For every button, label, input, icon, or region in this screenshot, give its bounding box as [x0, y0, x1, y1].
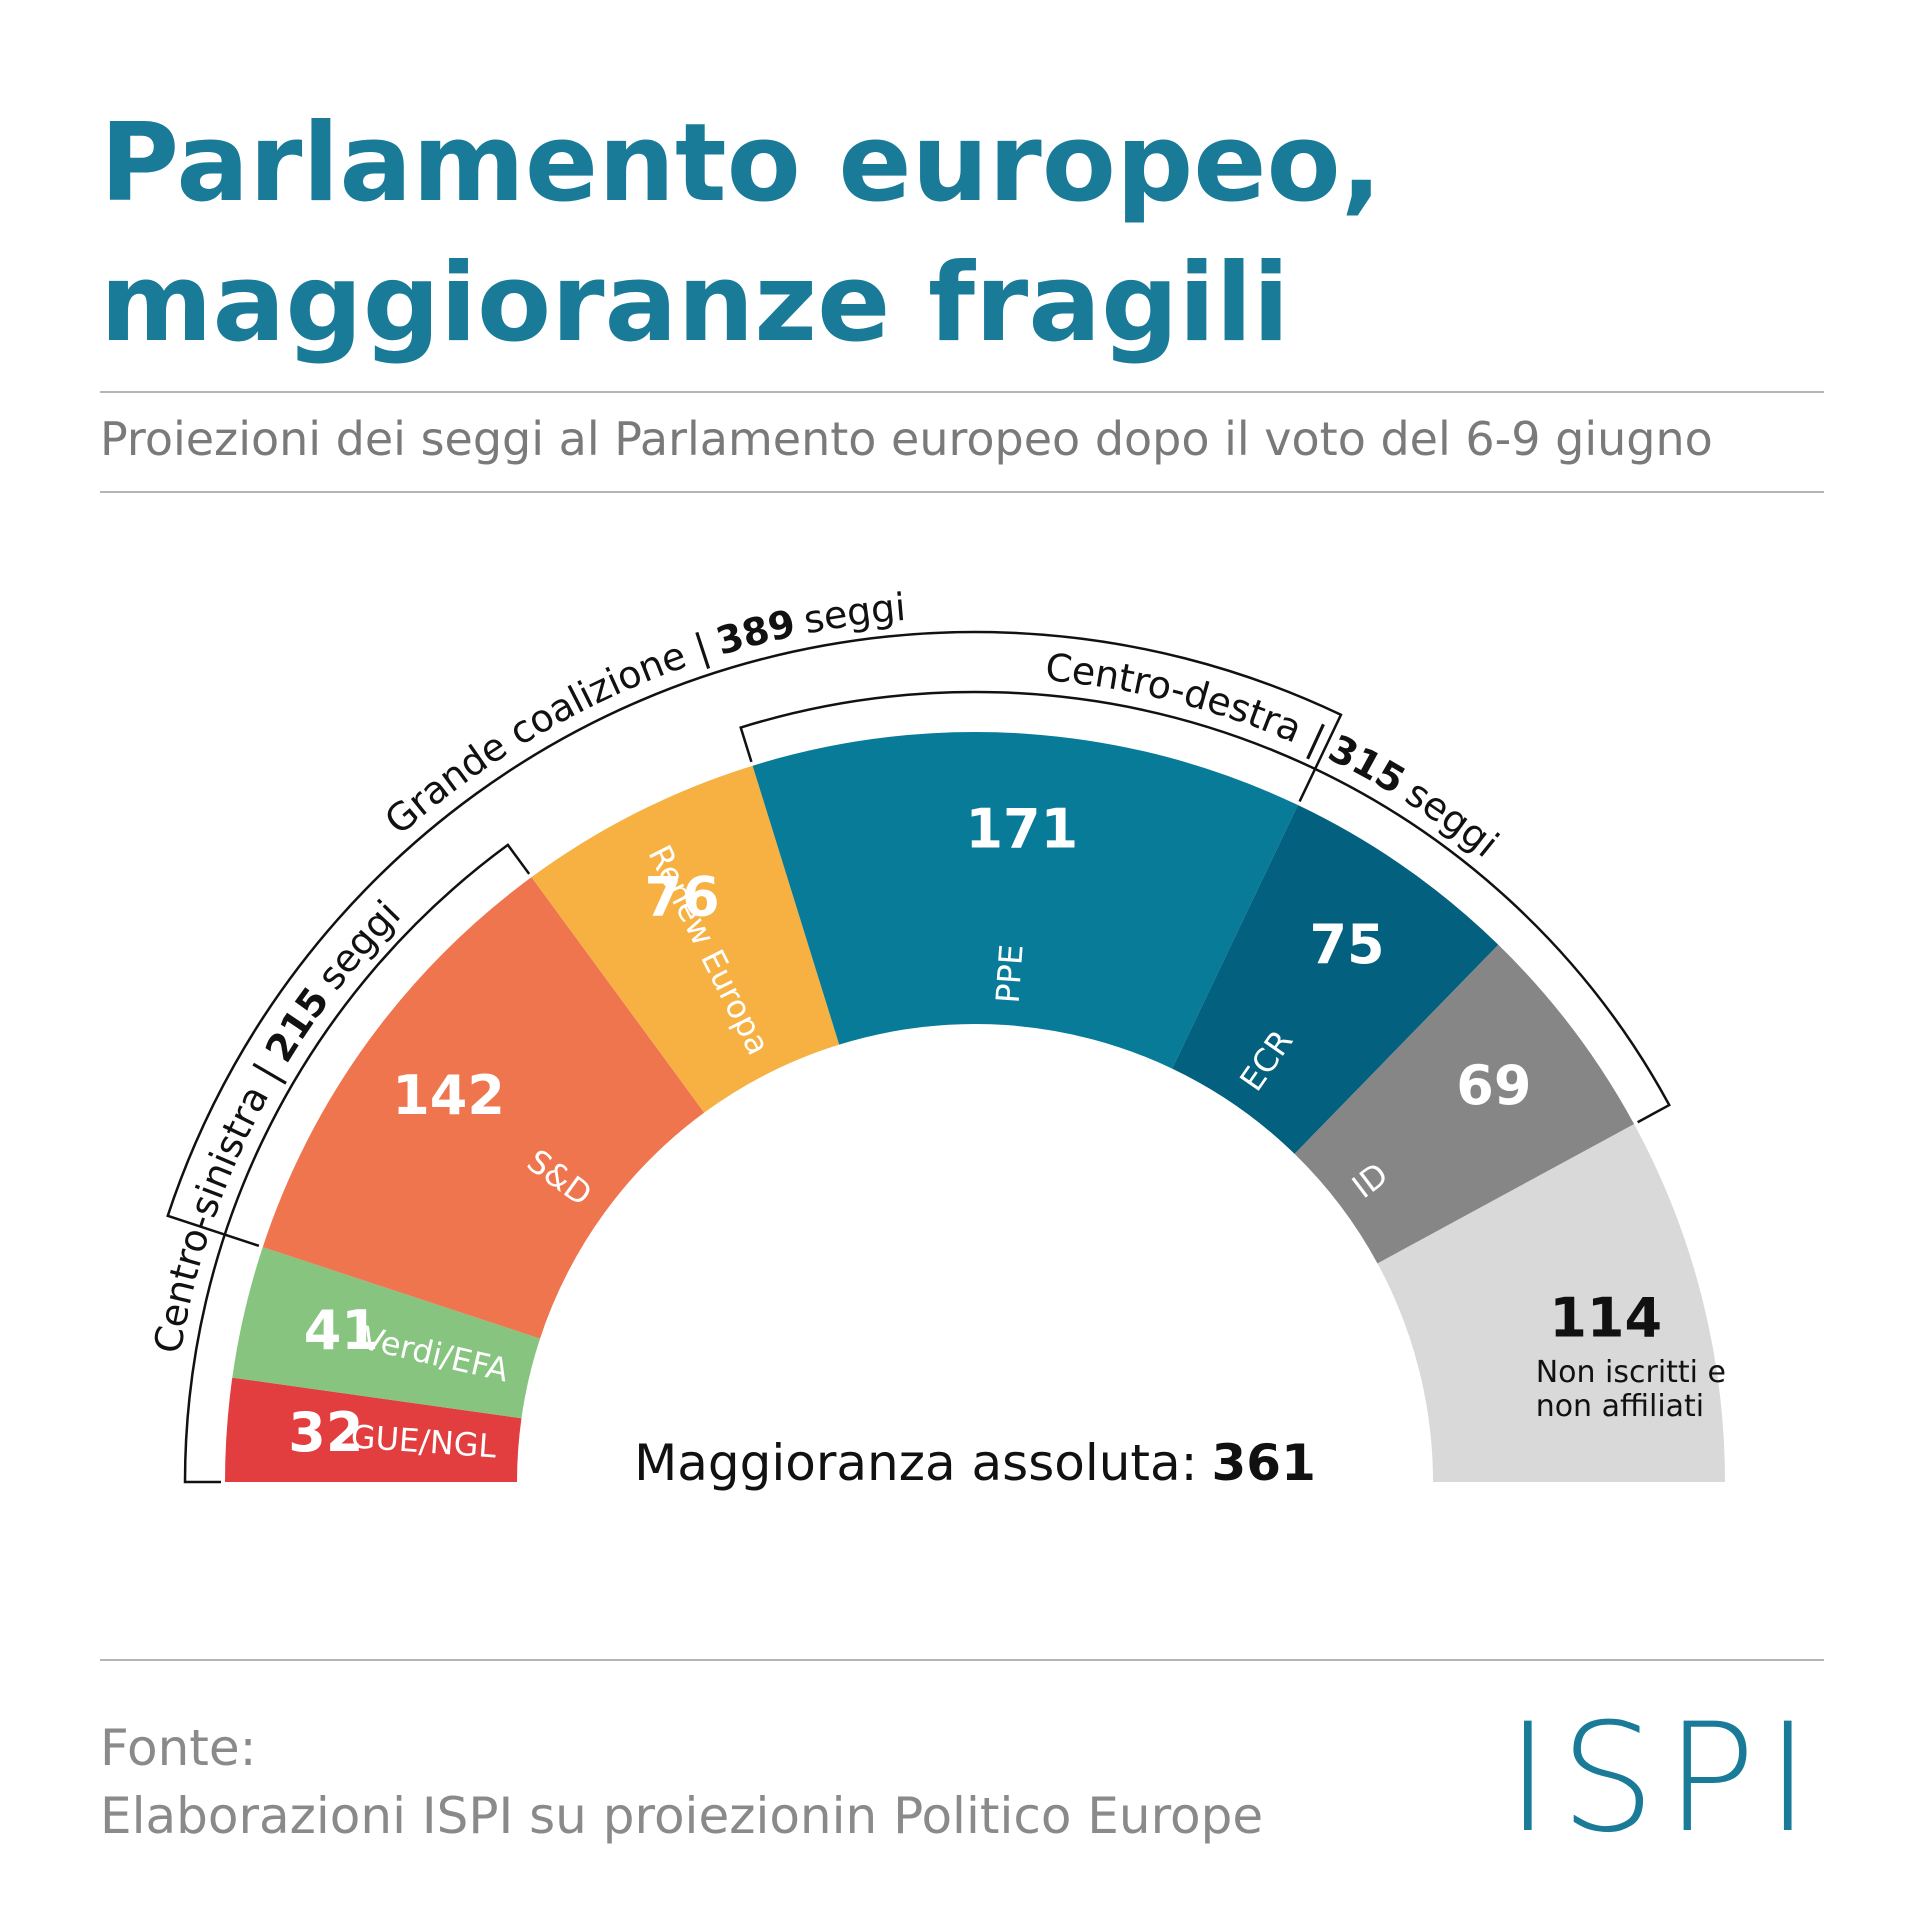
value-label: 69: [1456, 1054, 1531, 1117]
source: Elaborazioni ISPI su proiezionin Politic…: [100, 1787, 1263, 1845]
coalition-unit: seggi: [308, 891, 408, 997]
seat-segment: [1172, 805, 1499, 1154]
seat-segment: [225, 1377, 522, 1482]
category-label: Non iscritti e non affiliati: [1535, 1355, 1727, 1425]
seat-segment: [1377, 1124, 1725, 1482]
title-line: maggioranze fragili: [100, 241, 1289, 366]
majority-label: Maggioranza assoluta:: [634, 1434, 1197, 1492]
value-label: 76: [645, 866, 720, 929]
seat-segment: [531, 765, 840, 1113]
majority: Maggioranza assoluta: 361: [634, 1434, 1316, 1492]
value-label: 114: [1549, 1286, 1662, 1349]
seat-segment: [1294, 944, 1635, 1264]
coalition-bracket: [183, 843, 531, 1484]
logo: ISPI: [1506, 1692, 1820, 1866]
majority-value: 361: [1212, 1434, 1316, 1492]
value-label: 171: [965, 798, 1078, 861]
value-label: 142: [392, 1064, 505, 1127]
category-label: PPE: [989, 943, 1031, 1004]
coalition-value: 315: [1322, 726, 1413, 803]
coalition-unit: seggi: [800, 584, 907, 642]
value-label: 41: [304, 1299, 379, 1362]
coalition-bracket: [166, 630, 1343, 1248]
subtitle: Proiezioni dei seggi al Parlamento europ…: [100, 412, 1713, 466]
seat-segment: [232, 1247, 541, 1419]
seat-segment: [752, 731, 1298, 1069]
category-label-box: Non iscritti e non affiliati: [1535, 1355, 1727, 1425]
coalition-bracket: [739, 690, 1671, 1124]
seat-segment: [262, 877, 705, 1339]
value-label: 32: [288, 1401, 363, 1464]
value-label: 75: [1309, 913, 1384, 976]
coalition-value: 215: [256, 979, 337, 1070]
source: Fonte:: [100, 1719, 256, 1777]
title-line: Parlamento europeo,: [100, 101, 1382, 226]
